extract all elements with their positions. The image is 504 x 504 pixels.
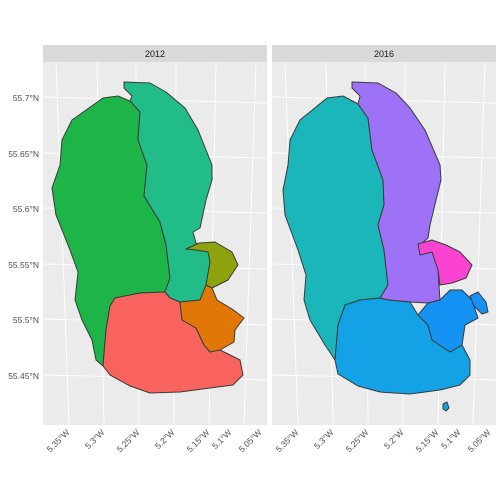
x-tick-label: 5.35°W: [45, 427, 72, 454]
x-tick-label: 5.05°W: [237, 427, 264, 454]
ward-northeast-2012: [185, 241, 239, 289]
strip-2012: [43, 45, 267, 62]
ward-southeast-2016: [417, 289, 479, 353]
ward-islet-2016: [469, 291, 489, 315]
x-axis-2016: 5.35°W 5.3°W 5.25°W 5.2°W 5.15°W 5.1°W 5…: [274, 427, 493, 454]
ward-southeast-2012: [179, 284, 245, 353]
ward-northeast-2016: [417, 239, 473, 286]
panel-2012: 2012: [42, 45, 268, 426]
x-tick-label: 5.2°W: [382, 427, 406, 451]
map-2016: [282, 81, 489, 412]
x-tick-label: 5.3°W: [312, 427, 336, 451]
x-tick-label: 5.3°W: [83, 427, 107, 451]
x-tick-label: 5.35°W: [274, 427, 301, 454]
x-axis-2012: 5.35°W 5.3°W 5.25°W 5.2°W 5.15°W 5.1°W 5…: [45, 427, 264, 454]
x-tick-label: 5.25°W: [115, 427, 142, 454]
y-tick-label: 55.45°N: [8, 371, 39, 381]
y-tick-label: 55.65°N: [8, 149, 39, 159]
ward-south-2016: [334, 297, 471, 395]
y-tick-label: 55.6°N: [13, 204, 39, 214]
ward-south-2012: [102, 291, 244, 394]
x-tick-label: 5.2°W: [153, 427, 177, 451]
x-tick-label: 5.05°W: [466, 427, 493, 454]
x-tick-label: 5.1°W: [439, 427, 463, 451]
strip-label-2012: 2012: [145, 49, 165, 59]
x-tick-label: 5.1°W: [210, 427, 234, 451]
x-tick-label: 5.15°W: [414, 427, 441, 454]
strip-label-2016: 2016: [374, 49, 394, 59]
panel-2016: 2016: [271, 45, 497, 426]
y-tick-label: 55.5°N: [13, 315, 39, 325]
x-tick-label: 5.15°W: [185, 427, 212, 454]
y-tick-label: 55.55°N: [8, 260, 39, 270]
ward-islet-2-2016: [442, 401, 450, 412]
y-tick-label: 55.7°N: [13, 93, 39, 103]
x-tick-label: 5.25°W: [344, 427, 371, 454]
strip-2016: [272, 45, 496, 62]
map-2012: [51, 81, 245, 394]
y-axis: 55.7°N 55.65°N 55.6°N 55.55°N 55.5°N 55.…: [8, 93, 39, 381]
